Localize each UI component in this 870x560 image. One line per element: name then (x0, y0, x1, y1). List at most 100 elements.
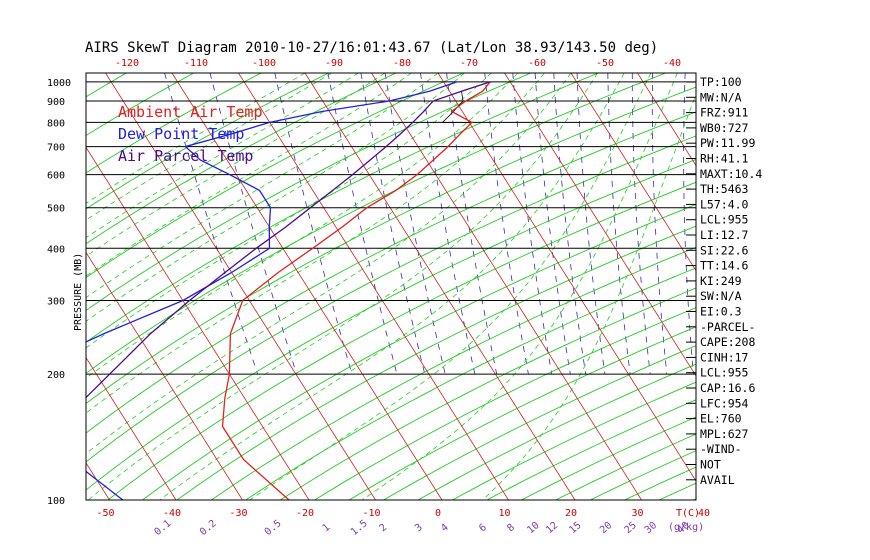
mixing-ratio-line (360, 73, 426, 375)
isotherm (86, 462, 110, 500)
moist-adiabat (86, 73, 545, 414)
dry-adiabat (86, 135, 696, 463)
legend-entry: Ambient Air Temp (118, 103, 263, 121)
index-label: L57:4.0 (700, 197, 749, 211)
mixing-ratio-line (327, 73, 398, 375)
pressure-tick-label: 800 (47, 118, 65, 129)
isotherm (86, 146, 310, 500)
temp-tick-label: 30 (631, 508, 643, 519)
top-temp-tick-label: -100 (252, 58, 276, 69)
isotherm (86, 251, 243, 500)
index-label: TH:5463 (700, 182, 749, 196)
dry-adiabat (86, 73, 599, 343)
index-label: TT:14.6 (700, 259, 749, 273)
top-temp-tick-label: -120 (115, 58, 139, 69)
pressure-tick-label: 1000 (47, 78, 71, 89)
isotherm (504, 73, 696, 377)
mixing-ratio-tick-label: 8 (505, 522, 517, 534)
mixing-ratio-tick-label: 1.5 (349, 518, 370, 538)
pressure-tick-label: 900 (47, 97, 65, 108)
index-label: KI:249 (700, 274, 742, 288)
index-label: -WIND- (700, 442, 742, 456)
moist-adiabat (87, 73, 598, 500)
dry-adiabat (314, 307, 696, 500)
dry-adiabat (86, 86, 696, 405)
temp-tick-label: -10 (362, 508, 380, 519)
dry-adiabat (86, 73, 666, 374)
mixing-ratio-tick-label: 1 (321, 522, 333, 534)
mixing-ratio-line (553, 73, 587, 375)
index-label: -PARCEL- (700, 320, 755, 334)
index-label: RH:41.1 (700, 152, 749, 166)
mixing-ratio-line (512, 73, 553, 375)
dry-adiabat (176, 225, 696, 500)
mixing-ratio-line (274, 73, 353, 375)
pressure-tick-label: 700 (47, 143, 65, 154)
x-axis-unit-label: T(C) (676, 508, 700, 519)
moist-adiabat (86, 73, 572, 455)
mixing-ratio-tick-label: 3 (413, 522, 425, 534)
index-label: LFC:954 (700, 396, 749, 410)
top-temp-tick-label: -80 (393, 58, 411, 69)
series-line (86, 81, 491, 399)
index-label: MPL:627 (700, 427, 749, 441)
top-temp-tick-label: -50 (596, 58, 614, 69)
index-label: SW:N/A (700, 289, 742, 303)
index-label: TP:100 (700, 75, 742, 89)
mixing-ratio-line (384, 73, 446, 375)
mixing-ratio-tick-label: 30 (643, 520, 659, 536)
pressure-tick-label: 600 (47, 171, 65, 182)
dry-adiabat (86, 73, 195, 137)
isotherm (171, 73, 443, 500)
temp-tick-label: -40 (163, 508, 181, 519)
index-label: WB0:727 (700, 121, 749, 135)
index-label: CINH:17 (700, 350, 749, 364)
moist-adiabat (86, 73, 439, 299)
isotherm (0, 73, 43, 500)
isotherm (304, 73, 576, 500)
dry-adiabat (211, 246, 696, 500)
temp-tick-label: 10 (498, 508, 510, 519)
mixing-ratio-line (683, 73, 694, 375)
dry-adiabat (0, 73, 59, 500)
isotherm (637, 73, 696, 167)
index-label: MW:N/A (700, 90, 742, 104)
mixing-ratio-line (420, 73, 476, 375)
mixing-ratio-tick-label: 25 (623, 520, 639, 536)
mixing-ratio-tick-label: 10 (525, 520, 541, 536)
moist-adiabat (86, 73, 386, 257)
moist-adiabat (361, 73, 678, 500)
index-label: FRZ:911 (700, 106, 749, 120)
chart-title: AIRS SkewT Diagram 2010-10-27/16:01:43.6… (85, 40, 658, 56)
mixing-ratio-tick-label: 12 (544, 520, 560, 536)
pressure-tick-label: 500 (47, 204, 65, 215)
isotherm (371, 73, 642, 500)
isotherm (86, 356, 177, 500)
moist-adiabats (86, 73, 696, 500)
index-label: LCL:955 (700, 213, 748, 227)
sounding-series (86, 81, 491, 500)
mixing-ratio-line (164, 73, 258, 375)
dry-adiabat (348, 326, 696, 500)
mixing-ratio-tick-label: 4 (439, 522, 451, 534)
dry-adiabat (86, 111, 696, 434)
temp-tick-label: -20 (296, 508, 314, 519)
index-label: SI:22.6 (700, 243, 749, 257)
index-label: CAP:16.6 (700, 381, 755, 395)
top-temp-tick-label: -110 (184, 58, 208, 69)
moist-adiabat (86, 73, 465, 322)
cape-outline (441, 81, 492, 123)
moist-adiabat (86, 73, 332, 221)
top-temp-tick-label: -40 (663, 58, 681, 69)
isobars (86, 81, 696, 375)
y-axis-label: PRESSURE (MB) (73, 253, 84, 331)
moist-adiabat (86, 73, 492, 349)
index-label: CAPE:208 (700, 335, 755, 349)
mixing-ratio-tick-label: 0.1 (153, 518, 174, 538)
temp-tick-label: 40 (698, 508, 710, 519)
mixing-ratio-tick-label: 0.5 (263, 518, 284, 538)
index-label: MAXT:10.4 (700, 167, 762, 181)
temp-tick-label: -50 (96, 508, 114, 519)
mixing-ratio-line (484, 73, 529, 375)
